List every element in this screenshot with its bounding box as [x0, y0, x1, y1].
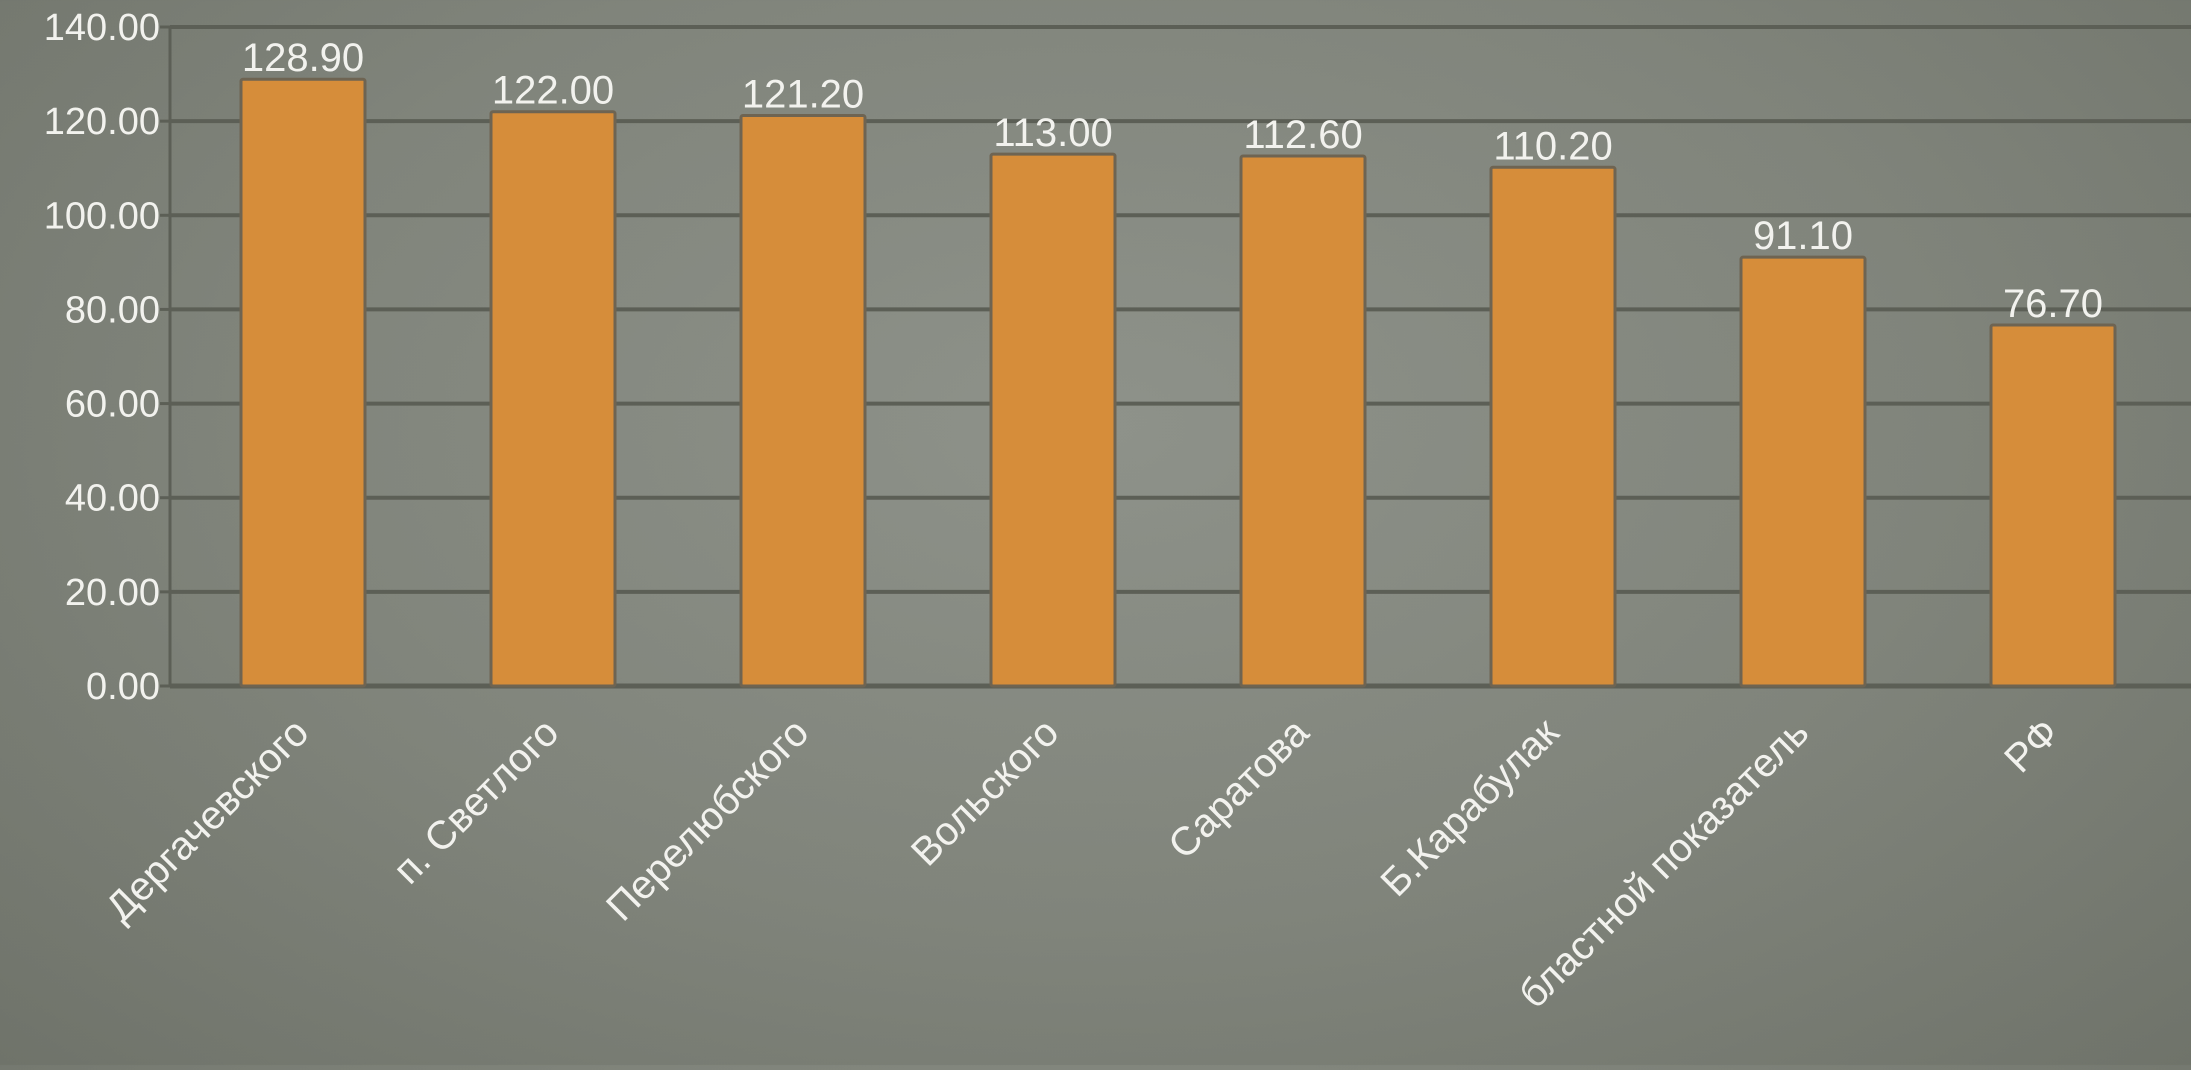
bar [1489, 165, 1617, 688]
x-tick-label: бластной показатель [1511, 710, 1818, 1017]
bar [489, 110, 617, 688]
x-tick-label: Б.Карабулак [1372, 710, 1567, 905]
y-tick-label: 60.00 [65, 384, 160, 426]
data-label: 110.20 [1493, 124, 1612, 168]
y-tick-label: 140.00 [44, 7, 160, 49]
y-tick-label: 20.00 [65, 572, 160, 614]
bar [1239, 154, 1367, 688]
data-label: 121.20 [742, 72, 864, 116]
data-label: 122.00 [492, 69, 614, 113]
data-label: 91.10 [1753, 214, 1853, 258]
data-label: 76.70 [2003, 282, 2103, 326]
x-tick-label: п. Светлого [385, 710, 567, 892]
bars [239, 77, 2117, 688]
x-axis: Дергачевского п. Светлого Перелюбского Воль… [98, 710, 2068, 1017]
x-tick-label: Дергачевского [98, 710, 318, 930]
y-tick-label: 40.00 [65, 478, 160, 520]
bar [1989, 323, 2117, 688]
y-tick-label: 120.00 [44, 101, 160, 143]
data-label: 113.00 [993, 111, 1112, 155]
x-tick-label: РФ [1996, 710, 2067, 781]
bar [239, 77, 367, 688]
grid-layer [160, 25, 2191, 689]
y-tick-label: 0.00 [86, 666, 160, 708]
x-tick-label: Саратова [1160, 710, 1318, 868]
y-tick-label: 100.00 [44, 195, 160, 237]
y-axis: 0.00 20.00 40.00 60.00 80.00 100.00 120.00 140.… [44, 7, 160, 708]
x-tick-label: Вольского [903, 710, 1067, 874]
x-tick-label: Перелюбского [598, 710, 817, 929]
data-label: 112.60 [1243, 113, 1362, 157]
bar [989, 152, 1117, 688]
bar [739, 113, 867, 688]
y-tick-label: 80.00 [65, 289, 160, 331]
data-label: 128.90 [242, 36, 364, 80]
data-labels: 128.90 122.00 121.20 113.00 112.60 110.20 91.1… [242, 36, 2103, 326]
bar [1739, 255, 1867, 688]
